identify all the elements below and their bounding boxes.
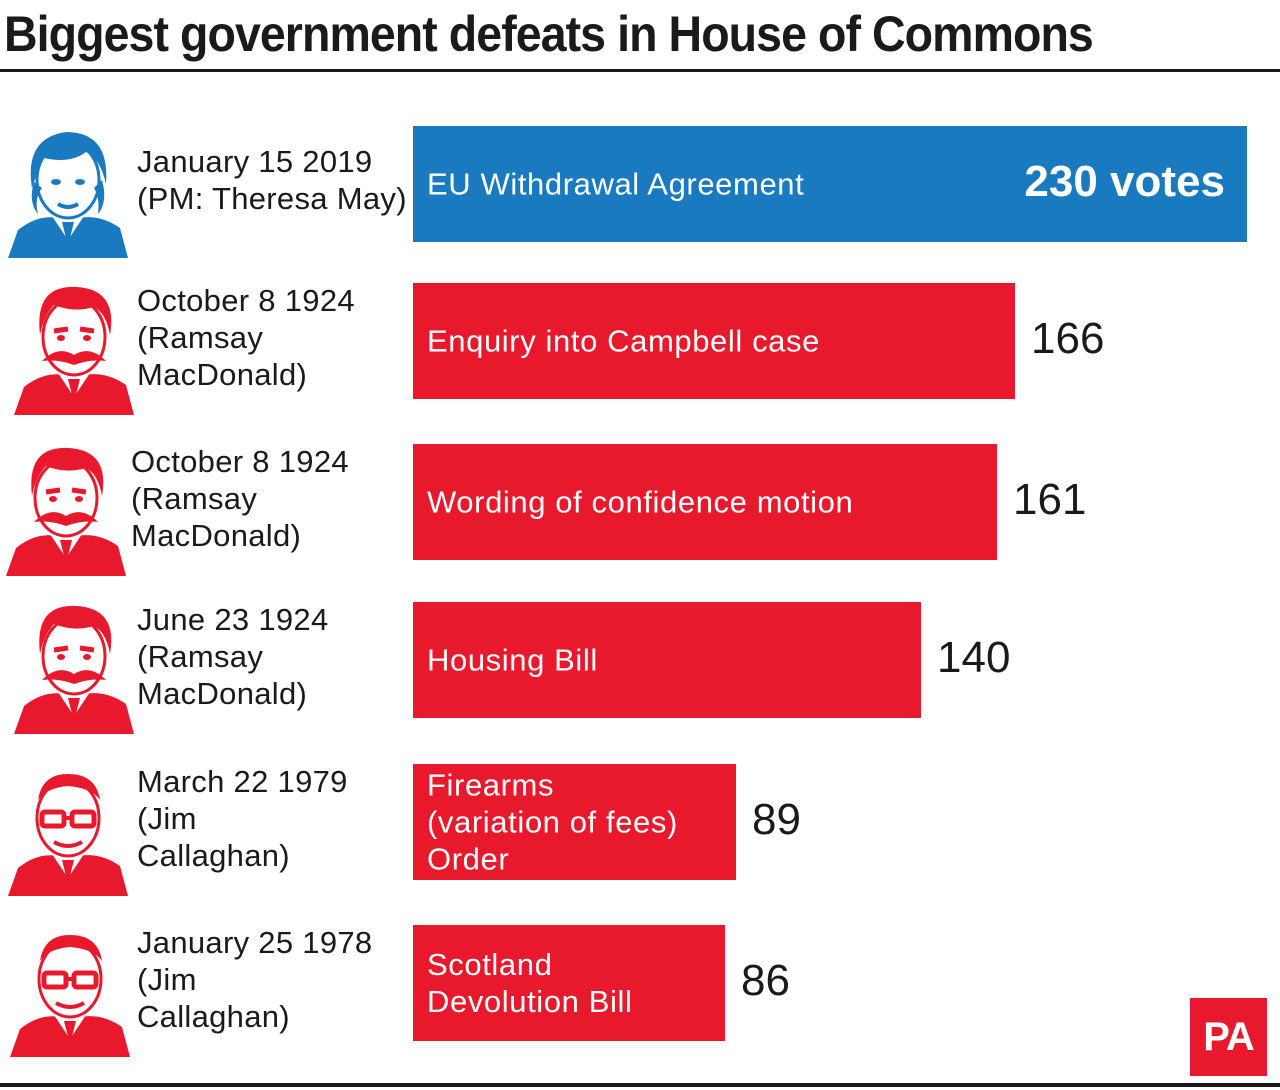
row-meta: January 15 2019 (PM: Theresa May)	[137, 143, 407, 217]
ramsay-macdonald-portrait	[6, 447, 126, 576]
bar: Firearms (variation of fees) Order	[413, 764, 736, 880]
ramsay-macdonald-portrait	[14, 605, 134, 734]
value-label: 230 votes	[1024, 157, 1225, 206]
row-date: October 8 1924	[131, 443, 349, 479]
row-prime-minister: (Ramsay	[137, 319, 264, 355]
row-meta: October 8 1924 (Ramsay MacDonald)	[137, 282, 355, 393]
bar-category-line: Firearms	[427, 767, 555, 803]
row-meta: March 22 1979 (Jim Callaghan)	[137, 763, 348, 874]
row-prime-minister: Callaghan)	[137, 998, 290, 1034]
bar: Enquiry into Campbell case	[413, 283, 1015, 399]
pa-logo: PA	[1190, 998, 1267, 1076]
value-label: 161	[1013, 475, 1087, 524]
bar: Wording of confidence motion	[413, 444, 997, 560]
row-date: June 23 1924	[137, 601, 329, 637]
value-label: 166	[1031, 314, 1105, 363]
row-date: October 8 1924	[137, 282, 355, 318]
bar-category-line: Housing Bill	[427, 642, 598, 678]
row-date: January 15 2019	[137, 144, 373, 179]
bar-category-line: Scotland	[427, 947, 553, 982]
value-label: 140	[937, 633, 1011, 682]
bottom-rule	[0, 1083, 1280, 1087]
bar-category-line: Enquiry into Campbell case	[427, 323, 820, 359]
row-prime-minister: (Ramsay	[137, 638, 264, 674]
row-prime-minister: MacDonald)	[131, 517, 302, 553]
bar-category-label: Scotland Devolution Bill	[427, 946, 632, 1020]
row-prime-minister: MacDonald)	[137, 675, 308, 711]
bar-category-line: Devolution Bill	[427, 984, 633, 1019]
bar-category-line: (variation of fees)	[427, 804, 678, 840]
bar-category-line: EU Withdrawal Agreement	[427, 166, 805, 202]
row-prime-minister: (Jim	[137, 800, 197, 836]
bar-category-label: EU Withdrawal Agreement	[427, 166, 804, 203]
jim-callaghan-portrait	[10, 935, 130, 1057]
ramsay-macdonald-portrait	[14, 286, 134, 415]
bar-category-label: Wording of confidence motion	[427, 484, 853, 521]
title-rule	[0, 69, 1280, 72]
bar: EU Withdrawal Agreement	[413, 126, 1247, 242]
bar-category-label: Housing Bill	[427, 642, 598, 679]
row-meta: June 23 1924 (Ramsay MacDonald)	[137, 601, 329, 712]
row-meta: October 8 1924 (Ramsay MacDonald)	[131, 443, 349, 554]
row-prime-minister: MacDonald)	[137, 356, 308, 392]
bar-category-label: Enquiry into Campbell case	[427, 323, 820, 360]
row-meta: January 25 1978 (Jim Callaghan)	[137, 924, 372, 1035]
chart-title: Biggest government defeats in House of C…	[4, 6, 1094, 62]
jim-callaghan-portrait	[8, 774, 128, 896]
row-prime-minister: (Ramsay	[131, 480, 258, 516]
bar: Scotland Devolution Bill	[413, 925, 725, 1041]
bar: Housing Bill	[413, 602, 921, 718]
bar-category-label: Firearms (variation of fees) Order	[427, 767, 678, 878]
row-date: January 25 1978	[137, 924, 373, 960]
value-label: 89	[752, 795, 801, 844]
row-prime-minister: (Jim	[137, 961, 197, 997]
row-prime-minister: Callaghan)	[137, 837, 290, 873]
bar-category-line: Order	[427, 841, 510, 877]
bar-category-line: Wording of confidence motion	[427, 484, 854, 520]
row-prime-minister: (PM: Theresa May)	[137, 181, 407, 216]
theresa-may-portrait	[8, 132, 128, 258]
value-label: 86	[741, 956, 790, 1005]
row-date: March 22 1979	[137, 763, 348, 799]
